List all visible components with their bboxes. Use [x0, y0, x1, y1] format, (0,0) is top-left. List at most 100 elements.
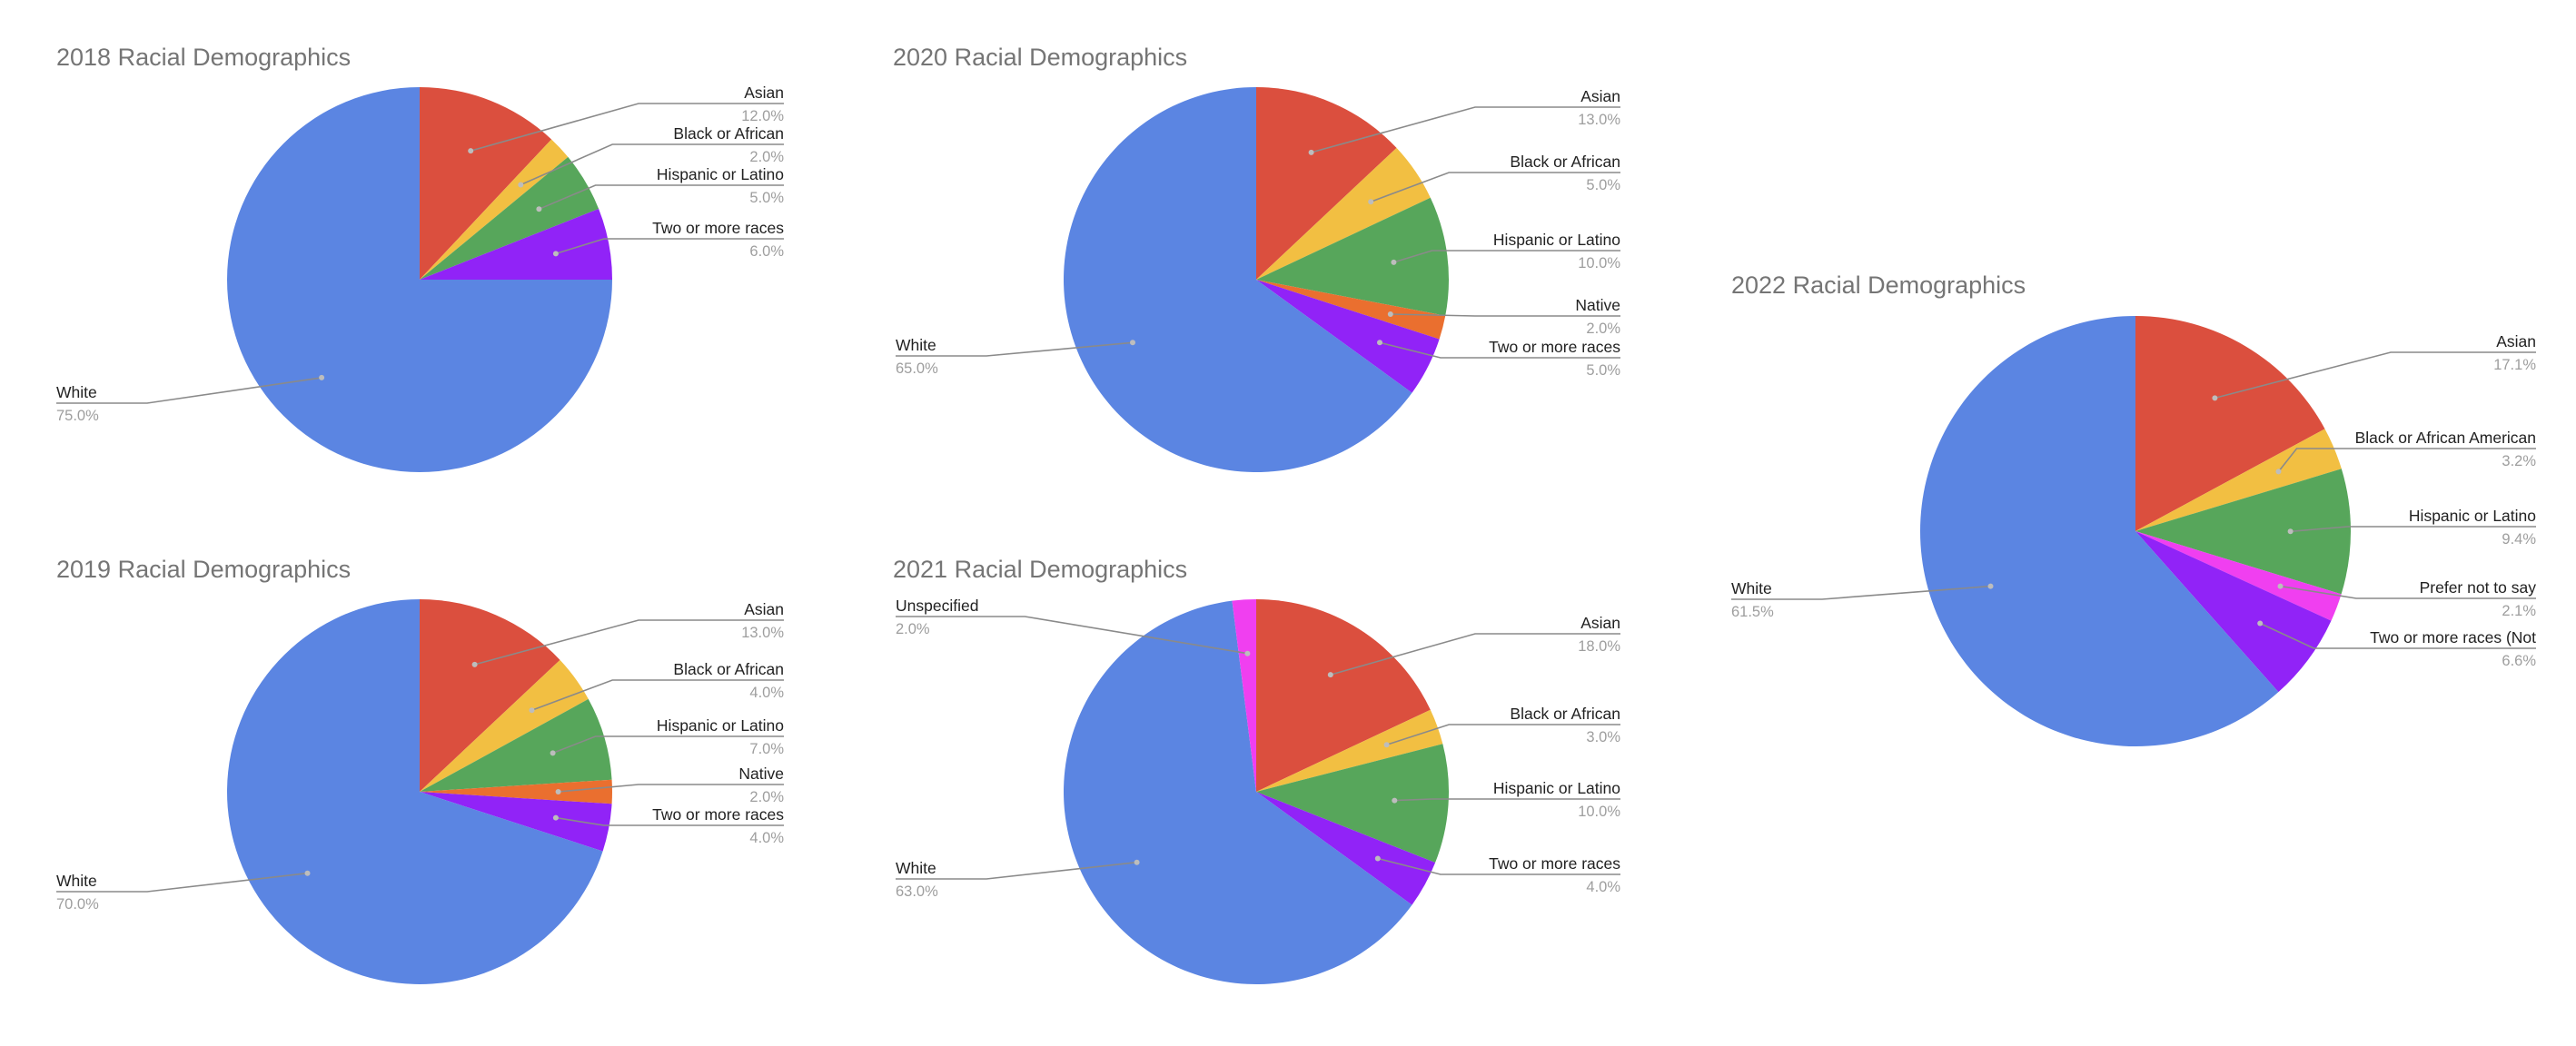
- chart-title-2019: 2019 Racial Demographics: [56, 556, 351, 583]
- leader-dot: [536, 206, 542, 212]
- slice-percent: 63.0%: [896, 883, 938, 900]
- leader-line: [1311, 106, 1620, 153]
- slice-hispanic-or-latino: [2135, 469, 2352, 595]
- leader-dot: [471, 661, 478, 667]
- leader-dot: [1987, 583, 1994, 589]
- pie-2020: [1063, 87, 1449, 472]
- chart-title-2020: 2020 Racial Demographics: [893, 44, 1187, 71]
- pie-2021: [1063, 599, 1449, 984]
- slice-label: Black or African: [1510, 153, 1620, 171]
- leader-line: [896, 341, 1134, 357]
- labels-2021: Asian 18.0% Black or African 3.0% Hispanic o…: [896, 597, 1620, 900]
- leader-line: [474, 619, 784, 666]
- chart-2020: 2020 Racial Demographics Asian 13.0% Black…: [893, 44, 1620, 472]
- slice-label: White: [56, 872, 97, 890]
- slice-percent: 5.0%: [1586, 362, 1620, 379]
- slice-asian: [1256, 599, 1431, 792]
- slice-percent: 2.0%: [749, 789, 784, 805]
- leader-dot: [1391, 259, 1397, 265]
- slice-white: [226, 599, 603, 984]
- slice-percent: 9.4%: [2502, 531, 2536, 548]
- leader-dot: [1368, 199, 1374, 205]
- leader-line: [896, 861, 1137, 880]
- slice-label: Hispanic or Latino: [657, 165, 784, 183]
- slice-label: Native: [1575, 296, 1620, 314]
- pie-2018: [227, 87, 612, 472]
- leader-line: [2259, 622, 2536, 649]
- leader-line: [2290, 526, 2536, 533]
- slice-label: White: [896, 336, 936, 354]
- slice-label: Two or more races: [1489, 854, 1620, 873]
- slice-percent: 2.0%: [749, 149, 784, 165]
- leader-dot: [555, 789, 561, 794]
- slice-hispanic-or-latino: [1256, 744, 1449, 863]
- slice-percent: 6.0%: [749, 243, 784, 260]
- slice-label: Asian: [744, 84, 784, 102]
- slice-black-or-african-american: [2135, 429, 2342, 531]
- leader-dot: [1327, 672, 1333, 678]
- slice-percent: 10.0%: [1578, 804, 1620, 820]
- leader-dot: [1392, 797, 1398, 804]
- slice-label: Asian: [1580, 87, 1620, 105]
- leader-line: [1390, 313, 1620, 317]
- slice-black-or-african: [420, 139, 569, 280]
- slice-percent: 3.2%: [2502, 453, 2536, 469]
- leader-line: [470, 103, 784, 152]
- leader-dot: [1134, 859, 1140, 865]
- leader-line: [520, 143, 784, 186]
- chart-2021: 2021 Racial Demographics Asian 18.0% Black…: [893, 556, 1620, 984]
- slice-label: Two or more races: [652, 805, 784, 824]
- slice-percent: 2.0%: [896, 621, 930, 637]
- slice-hispanic-or-latino: [1256, 197, 1449, 316]
- slice-percent: 75.0%: [56, 408, 99, 424]
- leader-line: [56, 872, 308, 893]
- leader-line: [1377, 857, 1620, 875]
- leader-line: [56, 377, 322, 404]
- slice-two-or-more-races: [1256, 280, 1440, 393]
- leader-line: [531, 679, 784, 712]
- slice-two-or-more-races: [1256, 792, 1436, 905]
- slice-black-or-african: [1256, 147, 1431, 280]
- labels-2018: Asian 12.0%Black or African 2.0%Hispanic o…: [56, 84, 784, 424]
- labels-2022: Asian 17.1% Black or African American 3.2% H…: [1731, 332, 2536, 669]
- slice-asian: [2135, 316, 2325, 531]
- leader-line: [1731, 585, 1991, 600]
- slice-percent: 18.0%: [1578, 638, 1620, 655]
- slice-percent: 7.0%: [749, 741, 784, 757]
- slice-percent: 4.0%: [1586, 879, 1620, 895]
- slice-label: Two or more races (Not: [2370, 628, 2536, 646]
- slice-white: [1063, 87, 1412, 472]
- slice-label: Asian: [1580, 614, 1620, 632]
- slice-prefer-not-to-say: [2135, 531, 2342, 621]
- slice-percent: 3.0%: [1586, 729, 1620, 745]
- slice-label: Asian: [2496, 332, 2536, 350]
- slice-label: Unspecified: [896, 597, 978, 615]
- leader-line: [555, 816, 784, 826]
- leader-dot: [1130, 340, 1135, 346]
- chart-title-2021: 2021 Racial Demographics: [893, 556, 1187, 583]
- slice-two-or-more-races: [420, 792, 612, 852]
- leader-line: [558, 784, 784, 793]
- leader-line: [896, 616, 1248, 655]
- leader-dot: [1374, 855, 1381, 862]
- leader-dot: [304, 870, 311, 876]
- leader-dot: [1387, 311, 1393, 317]
- slice-label: Native: [738, 765, 784, 783]
- slice-label: White: [1731, 579, 1772, 597]
- leader-line: [1330, 633, 1620, 676]
- slice-white: [1063, 600, 1412, 984]
- slice-label: White: [896, 859, 936, 877]
- slice-label: Black or African American: [2355, 429, 2536, 447]
- slice-black-or-african: [1256, 709, 1443, 792]
- leader-line: [2277, 448, 2536, 472]
- leader-dot: [518, 182, 524, 188]
- chart-2018: 2018 Racial Demographics Asian 12.0%Black…: [56, 44, 784, 472]
- slice-hispanic-or-latino: [420, 156, 599, 280]
- leader-line: [1386, 724, 1620, 746]
- leader-dot: [2212, 395, 2218, 401]
- slice-percent: 12.0%: [741, 108, 784, 124]
- slice-native: [420, 779, 612, 804]
- slice-label: White: [56, 383, 97, 401]
- chart-2022: 2022 Racial Demographics Asian 17.1% Black…: [1731, 271, 2536, 746]
